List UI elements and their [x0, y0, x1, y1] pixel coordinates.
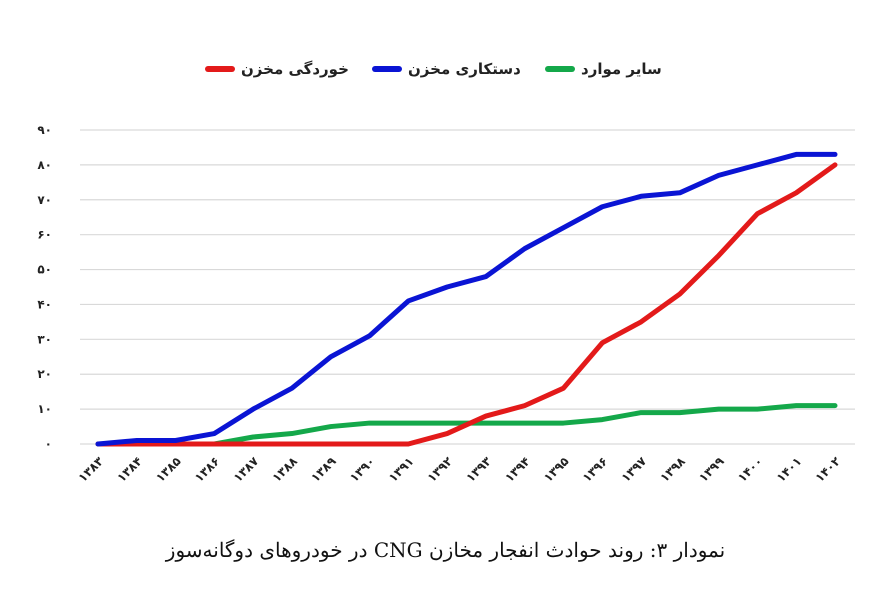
x-tick-label: ۱۳۸۸ — [269, 454, 300, 485]
legend-label: سایر موارد — [581, 60, 662, 78]
y-tick-label: ۱۰ — [37, 402, 52, 416]
x-tick-label: ۱۳۹۰ — [347, 454, 378, 485]
x-tick-label: ۱۴۰۰ — [735, 454, 766, 485]
x-tick-label: ۱۳۹۵ — [541, 454, 572, 485]
x-tick-label: ۱۴۰۱ — [774, 454, 805, 485]
x-tick-label: ۱۳۹۷ — [619, 454, 650, 485]
figure-caption: نمودار ۳: روند حوادث انفجار مخازن CNG در… — [165, 538, 726, 562]
y-tick-label: ۹۰ — [37, 123, 52, 137]
x-tick-label: ۱۳۸۹ — [308, 454, 339, 485]
x-tick-label: ۱۳۹۶ — [580, 454, 611, 485]
y-tick-label: ۳۰ — [37, 332, 52, 346]
x-tick-label: ۱۳۸۴ — [114, 454, 145, 485]
y-tick-label: ۰ — [45, 437, 52, 451]
y-tick-label: ۶۰ — [37, 228, 52, 242]
legend-item-corrosion: خوردگی مخزن — [205, 60, 349, 78]
x-tick-label: ۱۳۸۵ — [153, 454, 184, 485]
x-tick-label: ۱۳۹۹ — [696, 454, 727, 485]
y-tick-label: ۲۰ — [37, 367, 52, 381]
legend-label: دستکاری مخزن — [408, 60, 521, 78]
legend-swatch — [545, 66, 575, 72]
x-tick-label: ۱۳۸۶ — [192, 454, 223, 485]
y-tick-label: ۷۰ — [37, 193, 52, 207]
legend-item-other: سایر موارد — [545, 60, 662, 78]
x-tick-label: ۱۳۹۳ — [463, 454, 494, 485]
x-tick-label: ۱۳۹۸ — [657, 454, 688, 485]
y-tick-label: ۸۰ — [37, 158, 52, 172]
x-tick-label: ۱۴۰۲ — [813, 454, 844, 485]
y-tick-label: ۴۰ — [37, 297, 52, 311]
x-tick-label: ۱۳۹۱ — [386, 454, 417, 485]
x-tick-label: ۱۳۸۳ — [76, 454, 107, 485]
y-tick-label: ۵۰ — [37, 263, 52, 277]
legend-item-tampering: دستکاری مخزن — [372, 60, 521, 78]
series-line-0 — [95, 162, 838, 447]
legend-swatch — [205, 66, 235, 72]
x-tick-label: ۱۳۹۲ — [425, 454, 456, 485]
legend-label: خوردگی مخزن — [241, 60, 349, 78]
legend-swatch — [372, 66, 402, 72]
series-line-1 — [95, 151, 838, 447]
x-tick-label: ۱۳۹۴ — [502, 454, 533, 485]
x-tick-label: ۱۳۸۷ — [231, 454, 262, 485]
